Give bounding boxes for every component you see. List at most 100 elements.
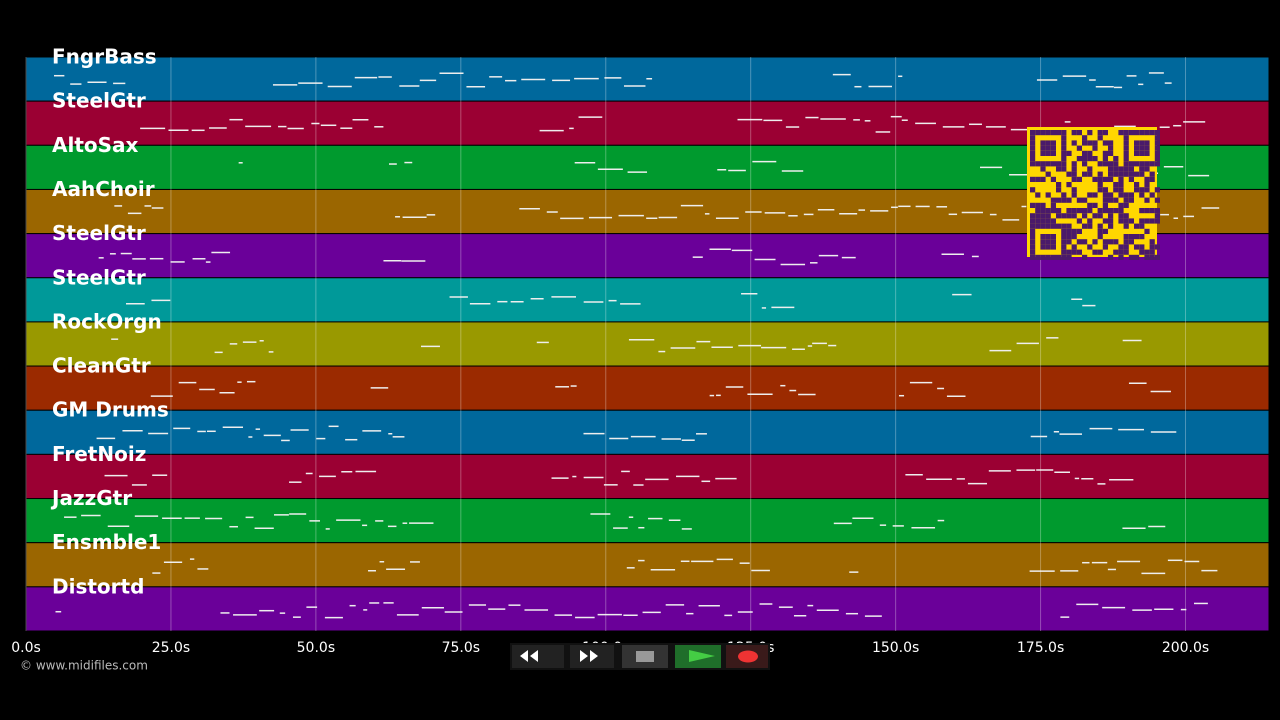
qr-cell bbox=[1123, 156, 1129, 162]
qr-cell bbox=[1030, 213, 1036, 219]
qr-cell bbox=[1123, 213, 1129, 219]
qr-cell bbox=[1050, 223, 1056, 229]
qr-cell bbox=[1087, 244, 1093, 250]
qr-cell bbox=[1045, 145, 1051, 151]
qr-cell bbox=[1056, 166, 1062, 172]
qr-cell bbox=[1097, 228, 1103, 234]
qr-cell bbox=[1134, 140, 1140, 146]
qr-cell bbox=[1123, 140, 1129, 146]
qr-cell bbox=[1076, 156, 1082, 162]
record-button[interactable] bbox=[726, 645, 768, 668]
qr-cell bbox=[1118, 192, 1124, 198]
qr-cell bbox=[1102, 150, 1108, 156]
qr-cell bbox=[1087, 202, 1093, 208]
qr-cell bbox=[1154, 254, 1160, 260]
qr-cell bbox=[1149, 239, 1155, 245]
qr-cell bbox=[1113, 156, 1119, 162]
qr-cell bbox=[1144, 140, 1150, 146]
qr-cell bbox=[1030, 239, 1036, 245]
qr-cell bbox=[1123, 223, 1129, 229]
qr-cell bbox=[1030, 223, 1036, 229]
qr-cell bbox=[1030, 249, 1036, 255]
qr-cell bbox=[1087, 150, 1093, 156]
qr-cell bbox=[1030, 135, 1036, 141]
qr-cell bbox=[1035, 218, 1041, 224]
track-name: Ensmble1 bbox=[52, 530, 161, 554]
qr-cell bbox=[1154, 187, 1160, 193]
qr-cell bbox=[1139, 208, 1145, 214]
qr-cell bbox=[1118, 249, 1124, 255]
qr-cell bbox=[1097, 234, 1103, 240]
qr-cell bbox=[1056, 161, 1062, 167]
qr-cell bbox=[1066, 234, 1072, 240]
qr-cell bbox=[1076, 197, 1082, 203]
track-band bbox=[25, 321, 1270, 367]
x-tick-label: 175.0s bbox=[1017, 640, 1064, 656]
qr-cell bbox=[1035, 213, 1041, 219]
qr-cell bbox=[1056, 182, 1062, 188]
qr-cell bbox=[1108, 197, 1114, 203]
qr-cell bbox=[1030, 156, 1036, 162]
qr-cell bbox=[1128, 239, 1134, 245]
qr-cell bbox=[1113, 249, 1119, 255]
qr-cell bbox=[1123, 249, 1129, 255]
qr-cell bbox=[1050, 239, 1056, 245]
qr-cell bbox=[1134, 161, 1140, 167]
qr-cell bbox=[1087, 166, 1093, 172]
qr-cell bbox=[1154, 135, 1160, 141]
qr-cell bbox=[1061, 192, 1067, 198]
qr-cell bbox=[1061, 166, 1067, 172]
qr-cell bbox=[1061, 223, 1067, 229]
qr-cell bbox=[1108, 254, 1114, 260]
qr-cell bbox=[1108, 239, 1114, 245]
qr-cell bbox=[1134, 234, 1140, 240]
qr-cell bbox=[1030, 145, 1036, 151]
forward-button[interactable] bbox=[570, 645, 614, 668]
qr-cell bbox=[1139, 145, 1145, 151]
qr-cell bbox=[1092, 156, 1098, 162]
qr-cell bbox=[1092, 140, 1098, 146]
qr-cell bbox=[1097, 176, 1103, 182]
qr-cell bbox=[1113, 166, 1119, 172]
qr-cell bbox=[1066, 254, 1072, 260]
copyright: © www.midifiles.com bbox=[20, 659, 148, 673]
qr-cell bbox=[1076, 176, 1082, 182]
qr-cell bbox=[1061, 140, 1067, 146]
qr-cell bbox=[1061, 213, 1067, 219]
qr-cell bbox=[1102, 244, 1108, 250]
qr-cell bbox=[1045, 192, 1051, 198]
qr-cell bbox=[1061, 234, 1067, 240]
rewind-button[interactable] bbox=[512, 645, 564, 668]
qr-cell bbox=[1118, 218, 1124, 224]
track-band bbox=[25, 409, 1270, 455]
qr-cell bbox=[1144, 145, 1150, 151]
qr-cell bbox=[1134, 254, 1140, 260]
qr-cell bbox=[1045, 171, 1051, 177]
track-name: AahChoir bbox=[52, 177, 155, 201]
qr-cell bbox=[1154, 197, 1160, 203]
qr-cell bbox=[1139, 244, 1145, 250]
qr-cell bbox=[1149, 161, 1155, 167]
stop-button[interactable] bbox=[622, 645, 668, 668]
qr-cell bbox=[1030, 176, 1036, 182]
track-band bbox=[25, 542, 1270, 588]
qr-cell bbox=[1102, 176, 1108, 182]
qr-cell bbox=[1050, 202, 1056, 208]
qr-cell bbox=[1139, 140, 1145, 146]
qr-cell bbox=[1154, 161, 1160, 167]
qr-cell bbox=[1050, 254, 1056, 260]
qr-cell bbox=[1040, 223, 1046, 229]
qr-cell bbox=[1050, 197, 1056, 203]
qr-cell bbox=[1128, 166, 1134, 172]
qr-cell bbox=[1040, 140, 1046, 146]
qr-cell bbox=[1118, 244, 1124, 250]
qr-cell bbox=[1144, 254, 1150, 260]
qr-cell bbox=[1144, 150, 1150, 156]
qr-cell bbox=[1035, 192, 1041, 198]
play-button[interactable] bbox=[675, 645, 721, 668]
qr-cell bbox=[1139, 150, 1145, 156]
qr-cell bbox=[1139, 130, 1145, 136]
qr-cell bbox=[1087, 140, 1093, 146]
qr-cell bbox=[1087, 130, 1093, 136]
qr-cell bbox=[1092, 176, 1098, 182]
